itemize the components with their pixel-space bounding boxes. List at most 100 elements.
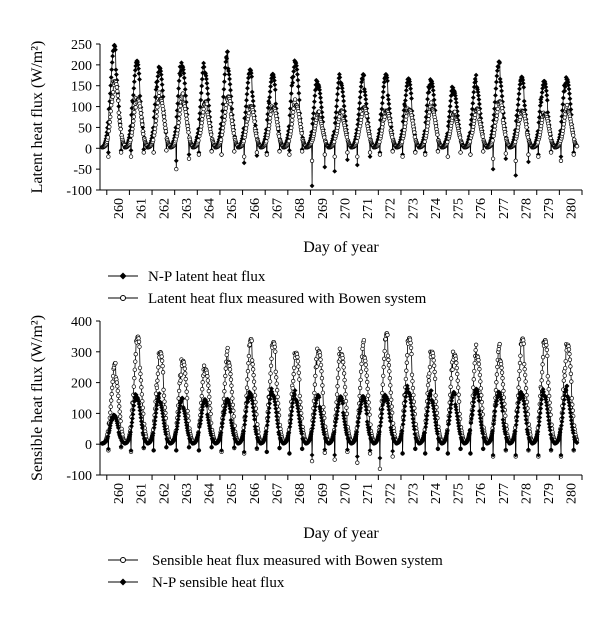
data-point (564, 383, 570, 389)
data-point (430, 403, 436, 409)
data-point (151, 115, 157, 120)
data-point (200, 380, 205, 385)
data-point (265, 414, 271, 420)
data-point (275, 126, 281, 131)
data-point (494, 372, 500, 377)
data-point (447, 410, 453, 415)
data-point (129, 130, 135, 135)
legend-label: N-P latent heat flux (148, 269, 266, 285)
data-point (172, 434, 178, 440)
data-point (562, 84, 568, 90)
y-tick-label: -50 (73, 163, 92, 178)
data-point (153, 122, 158, 128)
data-point (109, 398, 114, 403)
data-point (363, 362, 368, 367)
data-point (336, 402, 341, 407)
data-point (399, 139, 405, 144)
data-point (367, 154, 373, 160)
data-point (182, 413, 188, 419)
data-point (219, 424, 225, 430)
data-point (155, 371, 161, 376)
data-point (249, 74, 255, 79)
data-point (197, 421, 203, 427)
data-point (183, 419, 189, 425)
y-tick-label: -100 (66, 184, 92, 199)
data-point (317, 353, 323, 358)
data-point (357, 385, 363, 391)
data-point (150, 430, 156, 436)
data-point (136, 71, 142, 76)
data-point (159, 358, 165, 363)
data-point (138, 371, 143, 376)
data-point (412, 130, 417, 135)
data-point (537, 415, 543, 420)
data-point (129, 105, 135, 111)
data-point (310, 422, 316, 428)
data-point (402, 408, 407, 414)
data-point (500, 382, 506, 387)
data-point (175, 101, 181, 106)
data-point (183, 93, 189, 99)
data-point (445, 139, 450, 145)
y-axis-title: Sensible heat flux (W/m²) (29, 315, 46, 481)
data-point (490, 166, 496, 172)
data-point (274, 413, 280, 419)
data-point (264, 139, 269, 144)
data-point (425, 409, 430, 414)
data-point (366, 400, 371, 405)
data-point (364, 373, 369, 378)
data-point (562, 88, 568, 94)
data-point (380, 95, 386, 100)
data-point (184, 389, 189, 394)
data-point (139, 114, 144, 120)
data-point (495, 106, 500, 112)
data-point (108, 114, 113, 120)
data-point (243, 126, 249, 131)
data-point (246, 361, 251, 366)
data-point (455, 417, 461, 423)
data-point (539, 90, 545, 95)
data-point (515, 405, 521, 410)
data-point (208, 432, 214, 438)
data-point (289, 83, 295, 88)
data-point (345, 447, 350, 452)
data-point (221, 86, 227, 92)
data-point (425, 404, 431, 410)
data-point (567, 406, 573, 412)
data-point (404, 360, 409, 365)
data-point (422, 451, 428, 456)
data-point (180, 64, 186, 70)
data-point (405, 386, 411, 392)
data-point (196, 447, 202, 453)
data-point (561, 397, 567, 403)
data-point (503, 156, 509, 162)
data-point (540, 386, 546, 392)
data-point (559, 415, 565, 420)
x-tick-label: 278 (519, 198, 534, 219)
data-point (118, 418, 123, 424)
data-point (337, 346, 343, 351)
data-point (229, 420, 234, 426)
data-point (181, 70, 187, 76)
x-tick-label: 267 (271, 198, 286, 219)
data-point (321, 404, 326, 410)
data-point (359, 111, 365, 117)
data-point (545, 410, 551, 416)
data-point (492, 124, 498, 129)
data-point (204, 76, 209, 82)
data-point (307, 137, 313, 143)
data-point (403, 394, 409, 400)
data-point (160, 411, 166, 416)
data-point (494, 398, 500, 404)
data-point (569, 396, 574, 401)
data-point (518, 114, 523, 120)
data-point (109, 60, 115, 65)
data-point (480, 431, 486, 436)
data-point (401, 107, 407, 113)
data-point (229, 389, 235, 395)
data-point (458, 446, 463, 452)
data-point (118, 444, 124, 449)
data-point (517, 368, 522, 374)
data-point (340, 110, 345, 115)
